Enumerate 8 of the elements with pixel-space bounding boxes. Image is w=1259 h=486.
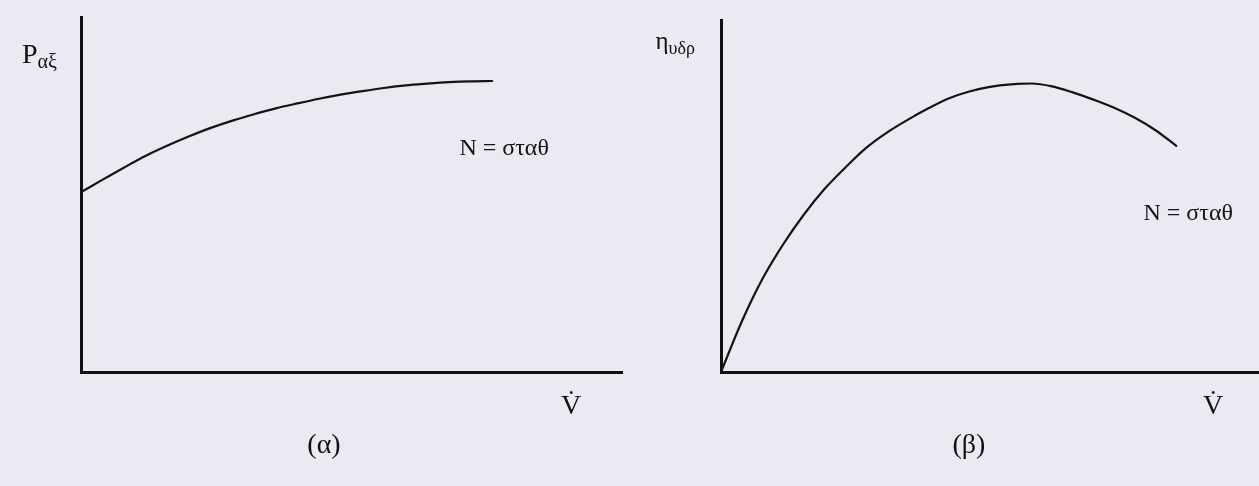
text: (α): [307, 428, 341, 459]
text: N = σταθ: [1143, 199, 1233, 226]
text: N = σταθ: [459, 134, 549, 161]
y-axis-title: η$_{υδρ}$: [655, 27, 695, 58]
text: (β): [952, 428, 986, 459]
x-axis-title: V̇: [1202, 389, 1224, 420]
y-axis-title: P$_{αξ}$: [21, 38, 57, 73]
x-axis-title: V̇: [560, 389, 582, 420]
